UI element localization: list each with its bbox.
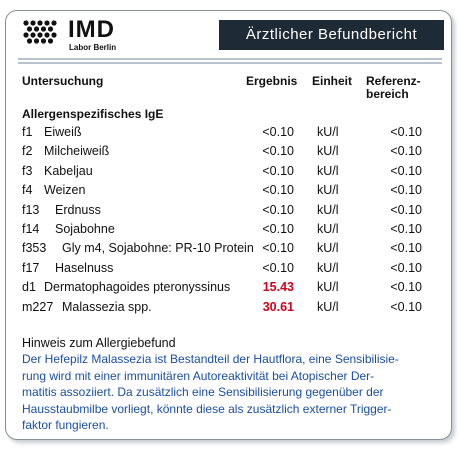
unit: kU/l bbox=[317, 163, 339, 178]
report-card: IMD Labor Berlin Ärztlicher Befundberich… bbox=[5, 10, 452, 440]
test-name: Eiweiß bbox=[44, 125, 82, 139]
test-code: f13 bbox=[22, 202, 40, 217]
test-name: Malassezia spp. bbox=[62, 299, 152, 314]
test-code: m227 bbox=[22, 299, 54, 314]
test-name: Sojabohne bbox=[55, 222, 115, 236]
reference: <0.10 bbox=[390, 299, 422, 314]
reference: <0.10 bbox=[390, 125, 422, 139]
test-name: Gly m4, Sojabohne: PR-10 Protein bbox=[62, 241, 254, 256]
note-line: Hausstaubmilbe vorliegt, könnte diese al… bbox=[22, 401, 392, 416]
test-code: d1 bbox=[22, 280, 36, 295]
result: <0.10 bbox=[262, 260, 294, 275]
result: <0.10 bbox=[262, 222, 294, 236]
column-header: Einheit bbox=[312, 74, 353, 88]
test-code: f1 bbox=[22, 125, 33, 139]
reference: <0.10 bbox=[390, 260, 422, 275]
unit: kU/l bbox=[317, 144, 339, 159]
test-code: f17 bbox=[22, 260, 40, 275]
test-code: f353 bbox=[22, 241, 47, 256]
test-name: Kabeljau bbox=[44, 163, 93, 178]
reference: <0.10 bbox=[390, 280, 422, 295]
result: <0.10 bbox=[262, 241, 294, 256]
report-title: Ärztlicher Befundbericht bbox=[219, 20, 444, 50]
result: <0.10 bbox=[262, 144, 294, 159]
note-title: Hinweis zum Allergiebefund bbox=[22, 336, 176, 350]
reference: <0.10 bbox=[390, 202, 422, 217]
unit: kU/l bbox=[317, 183, 339, 198]
logo-subtitle: Labor Berlin bbox=[69, 43, 117, 52]
header-rule bbox=[18, 58, 442, 64]
test-name: Dermatophagoides pteronyssinus bbox=[44, 280, 231, 295]
note-line: faktor fungieren. bbox=[22, 418, 109, 432]
note-line: matitis assoziiert. Da zusätzlich eine S… bbox=[22, 385, 384, 399]
test-name: Haselnuss bbox=[55, 260, 114, 275]
test-code: f2 bbox=[22, 144, 33, 159]
reference: <0.10 bbox=[390, 163, 422, 178]
note-line: Der Hefepilz Malassezia ist Bestandteil … bbox=[22, 352, 399, 366]
reference: <0.10 bbox=[390, 144, 422, 159]
reference: <0.10 bbox=[390, 241, 422, 256]
result: <0.10 bbox=[262, 183, 294, 198]
result: 15.43 bbox=[262, 280, 294, 295]
column-header: Referenz- bereich bbox=[366, 74, 421, 101]
test-code: f3 bbox=[22, 163, 33, 178]
test-code: f4 bbox=[22, 183, 33, 198]
result: <0.10 bbox=[262, 125, 294, 139]
unit: kU/l bbox=[317, 125, 339, 139]
result: 30.61 bbox=[262, 299, 294, 314]
reference: <0.10 bbox=[390, 222, 422, 236]
test-name: Milcheiweiß bbox=[44, 144, 110, 159]
column-header: Untersuchung bbox=[22, 74, 104, 88]
result: <0.10 bbox=[262, 163, 294, 178]
unit: kU/l bbox=[317, 280, 339, 295]
group-header: Allergenspezifisches IgE bbox=[22, 107, 164, 121]
test-name: Weizen bbox=[44, 183, 86, 198]
unit: kU/l bbox=[317, 299, 339, 314]
test-name: Erdnuss bbox=[55, 202, 101, 217]
logo-mark bbox=[23, 20, 57, 44]
reference: <0.10 bbox=[390, 183, 422, 198]
unit: kU/l bbox=[317, 260, 339, 275]
unit: kU/l bbox=[317, 202, 339, 217]
logo-text: IMD bbox=[68, 16, 115, 43]
result: <0.10 bbox=[262, 202, 294, 217]
unit: kU/l bbox=[317, 222, 339, 236]
test-code: f14 bbox=[22, 222, 40, 236]
unit: kU/l bbox=[317, 241, 339, 256]
note-line: rung wird mit einer immunitären Autoreak… bbox=[22, 368, 375, 383]
column-header: Ergebnis bbox=[246, 74, 298, 88]
